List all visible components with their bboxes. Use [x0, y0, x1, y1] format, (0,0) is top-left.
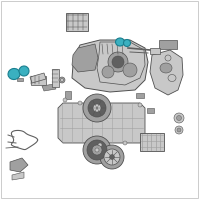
- Circle shape: [78, 101, 82, 105]
- Polygon shape: [97, 42, 145, 85]
- Circle shape: [177, 128, 181, 132]
- Ellipse shape: [19, 66, 29, 76]
- Circle shape: [175, 126, 183, 134]
- Polygon shape: [10, 158, 28, 172]
- Circle shape: [100, 145, 124, 169]
- Polygon shape: [12, 172, 24, 180]
- Bar: [136, 92, 144, 98]
- Circle shape: [108, 52, 128, 72]
- Circle shape: [104, 149, 120, 165]
- Circle shape: [112, 56, 124, 68]
- Bar: [30, 75, 46, 84]
- Circle shape: [92, 145, 102, 155]
- Ellipse shape: [124, 40, 130, 46]
- Polygon shape: [30, 73, 46, 83]
- Circle shape: [87, 140, 107, 160]
- Ellipse shape: [160, 63, 172, 73]
- Circle shape: [95, 148, 99, 152]
- Circle shape: [138, 103, 142, 107]
- Circle shape: [98, 143, 102, 147]
- Polygon shape: [72, 40, 148, 92]
- Bar: [140, 133, 164, 151]
- Polygon shape: [150, 50, 183, 95]
- Circle shape: [83, 136, 111, 164]
- Polygon shape: [58, 103, 145, 143]
- Circle shape: [177, 116, 182, 120]
- Polygon shape: [42, 84, 56, 91]
- Bar: [66, 13, 88, 31]
- Circle shape: [88, 99, 106, 117]
- Circle shape: [83, 94, 111, 122]
- Circle shape: [59, 77, 65, 83]
- Circle shape: [102, 66, 114, 78]
- Ellipse shape: [116, 38, 124, 46]
- Ellipse shape: [168, 74, 176, 82]
- Bar: [159, 40, 177, 48]
- Polygon shape: [72, 44, 98, 72]
- Bar: [17, 77, 23, 80]
- Bar: [52, 69, 58, 87]
- Circle shape: [174, 113, 184, 123]
- Circle shape: [63, 98, 67, 102]
- Ellipse shape: [8, 68, 20, 80]
- Bar: [150, 48, 160, 54]
- Circle shape: [165, 55, 171, 61]
- Bar: [65, 91, 71, 99]
- Circle shape: [123, 63, 137, 77]
- Circle shape: [60, 78, 64, 82]
- Bar: [146, 108, 154, 112]
- Circle shape: [93, 104, 101, 112]
- Circle shape: [123, 141, 127, 145]
- Circle shape: [110, 154, 114, 160]
